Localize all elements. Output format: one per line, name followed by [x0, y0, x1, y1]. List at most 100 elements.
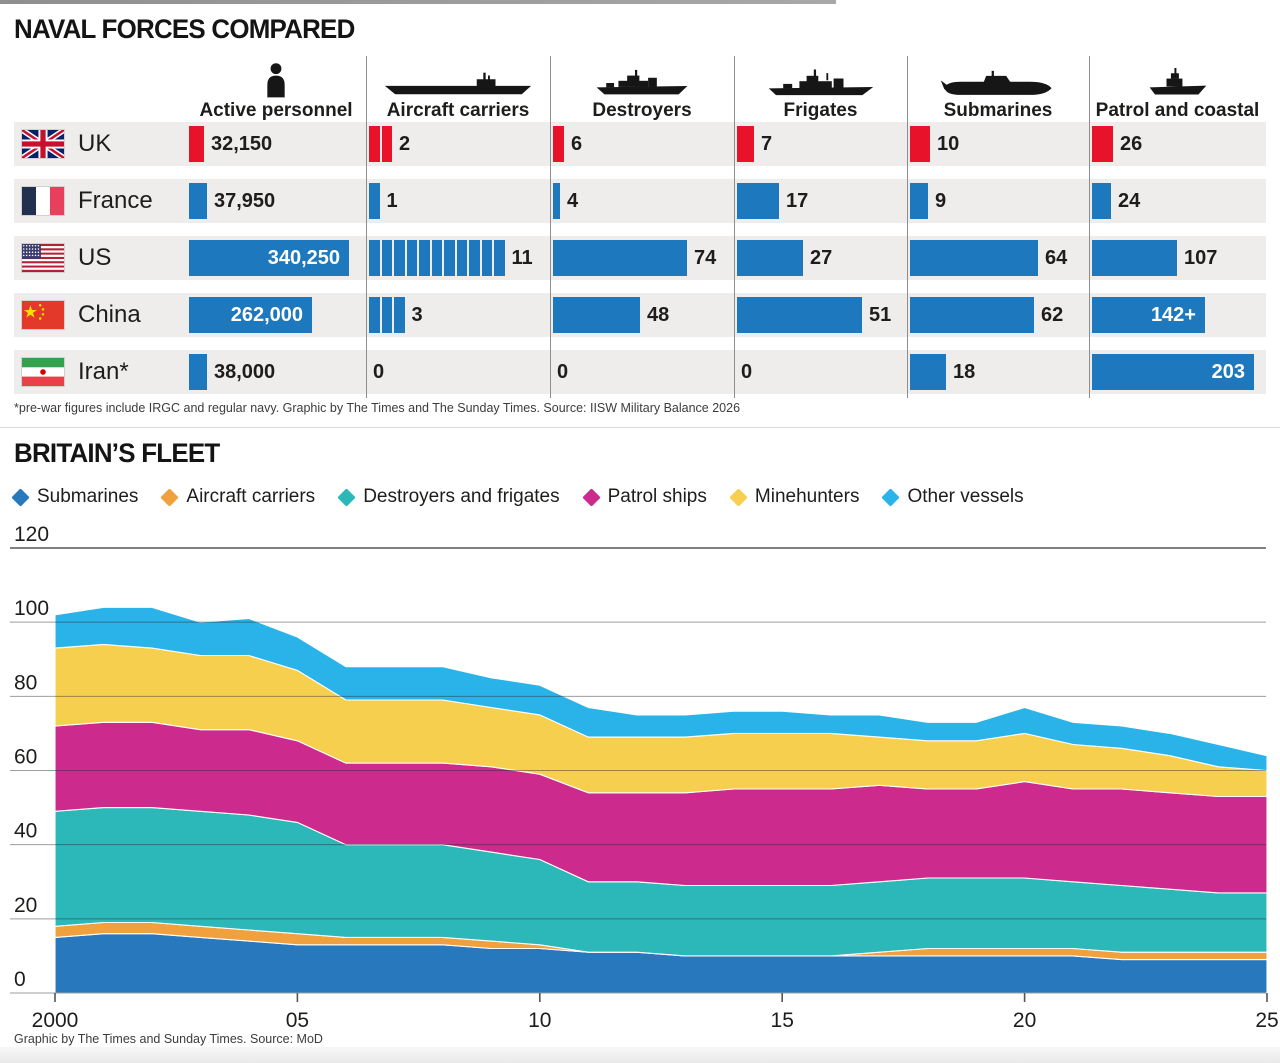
country-name: France	[78, 187, 153, 214]
legend-diamond-icon	[881, 487, 901, 507]
bar	[910, 354, 946, 390]
cell-patrol: 24	[1089, 179, 1266, 223]
cell-personnel: 38,000	[186, 350, 366, 394]
bar	[737, 126, 754, 162]
cell-submarines: 9	[907, 179, 1089, 223]
segmented-bar	[369, 183, 380, 219]
value-label: 0	[557, 360, 569, 383]
cell-frigates: 7	[734, 122, 907, 166]
value-label: 62	[1041, 303, 1064, 326]
area-layer-other-vessels	[54, 606, 1268, 772]
value-label: 107	[1184, 246, 1218, 269]
column-header-destroyers: Destroyers	[550, 50, 734, 122]
value-label: 6	[571, 132, 583, 155]
column-header-label: Frigates	[783, 100, 858, 121]
legend-item: Aircraft carriers	[160, 486, 316, 508]
legend-diamond-icon	[160, 487, 180, 507]
value-label: 340,250	[267, 246, 340, 269]
value-label: 4	[567, 189, 579, 212]
cell-patrol: 26	[1089, 122, 1266, 166]
bar	[910, 240, 1038, 276]
legend-label: Destroyers and frigates	[363, 486, 560, 507]
country-name: China	[78, 301, 141, 328]
section-divider	[0, 427, 1280, 428]
value-label: 27	[810, 246, 833, 269]
column-header-frigates: Frigates	[734, 50, 907, 122]
value-label: 0	[373, 360, 385, 383]
aircraft-carrier-icon	[382, 68, 534, 98]
cell-destroyers: 6	[550, 122, 734, 166]
cell-submarines: 10	[907, 122, 1089, 166]
legend-label: Aircraft carriers	[186, 486, 316, 507]
table-row-uk: UK 32,150 2 6 7 10 26	[14, 122, 1266, 166]
bar	[910, 126, 930, 162]
value-label: 17	[786, 189, 809, 212]
x-axis-label: 05	[286, 1009, 309, 1032]
cell-carriers: 2	[366, 122, 550, 166]
legend-item: Submarines	[11, 486, 138, 508]
column-header-label: Patrol and coastal	[1095, 100, 1260, 121]
value-label: 142+	[1150, 303, 1196, 326]
table-row-iran: Iran* 38,000 0 0 0 18 203	[14, 350, 1266, 394]
x-axis-label: 2000	[32, 1009, 79, 1032]
top-edge-line	[0, 0, 836, 4]
value-label: 7	[761, 132, 773, 155]
country-cell: US	[14, 236, 186, 280]
column-separator	[1089, 56, 1090, 398]
cell-destroyers: 48	[550, 293, 734, 337]
cell-personnel: 262,000	[186, 293, 366, 337]
value-label: 3	[411, 303, 423, 326]
value-label: 18	[953, 360, 976, 383]
value-label: 0	[741, 360, 753, 383]
bar	[553, 183, 560, 219]
cell-carriers: 3	[366, 293, 550, 337]
column-header-label: Submarines	[943, 100, 1053, 121]
cell-submarines: 64	[907, 236, 1089, 280]
naval-forces-table: Active personnel Aircraft carriers Destroy…	[14, 50, 1266, 407]
bar	[910, 297, 1034, 333]
y-axis-label: 60	[14, 746, 37, 769]
bar	[737, 183, 779, 219]
legend-label: Other vessels	[907, 486, 1024, 507]
column-header-label: Aircraft carriers	[386, 100, 530, 121]
iran-flag	[22, 358, 64, 386]
value-label: 10	[937, 132, 960, 155]
cell-patrol: 203	[1089, 350, 1266, 394]
legend-diamond-icon	[729, 487, 748, 507]
person-icon	[263, 62, 289, 98]
bar	[1092, 126, 1113, 162]
cell-frigates: 27	[734, 236, 907, 280]
legend-diamond-icon	[581, 487, 601, 507]
section1-title: NAVAL FORCES COMPARED	[14, 14, 355, 44]
y-axis-label: 20	[14, 894, 37, 917]
submarine-icon	[939, 70, 1057, 98]
value-label: 2	[399, 132, 411, 155]
chart-caption: Graphic by The Times and Sunday Times. S…	[14, 1032, 323, 1046]
bar	[737, 297, 862, 333]
legend-item: Patrol ships	[581, 486, 707, 508]
column-header-label: Active personnel	[199, 100, 353, 121]
cell-frigates: 0	[734, 350, 907, 394]
cell-destroyers: 4	[550, 179, 734, 223]
table-header-row: Active personnel Aircraft carriers Destroy…	[14, 50, 1266, 122]
column-separator	[907, 56, 908, 398]
legend-item: Other vessels	[881, 486, 1024, 508]
cell-carriers: 11	[366, 236, 550, 280]
bar: 340,250	[189, 240, 349, 276]
segmented-bar	[369, 240, 505, 276]
france-flag	[22, 187, 64, 215]
bar	[1092, 240, 1177, 276]
country-name: UK	[78, 130, 112, 157]
bar	[553, 240, 687, 276]
x-axis-label: 15	[771, 1009, 794, 1032]
column-separator	[550, 56, 551, 398]
table-body: UK 32,150 2 6 7 10 26 France 37,950 1 4 17 9 24 US 340,…	[14, 122, 1266, 394]
country-name: US	[78, 244, 112, 271]
header-country-spacer	[14, 50, 186, 122]
cell-submarines: 18	[907, 350, 1089, 394]
cell-carriers: 0	[366, 350, 550, 394]
table-footnote: *pre-war figures include IRGC and regula…	[14, 401, 741, 415]
legend-item: Destroyers and frigates	[337, 486, 560, 508]
table-row-france: France 37,950 1 4 17 9 24	[14, 179, 1266, 223]
